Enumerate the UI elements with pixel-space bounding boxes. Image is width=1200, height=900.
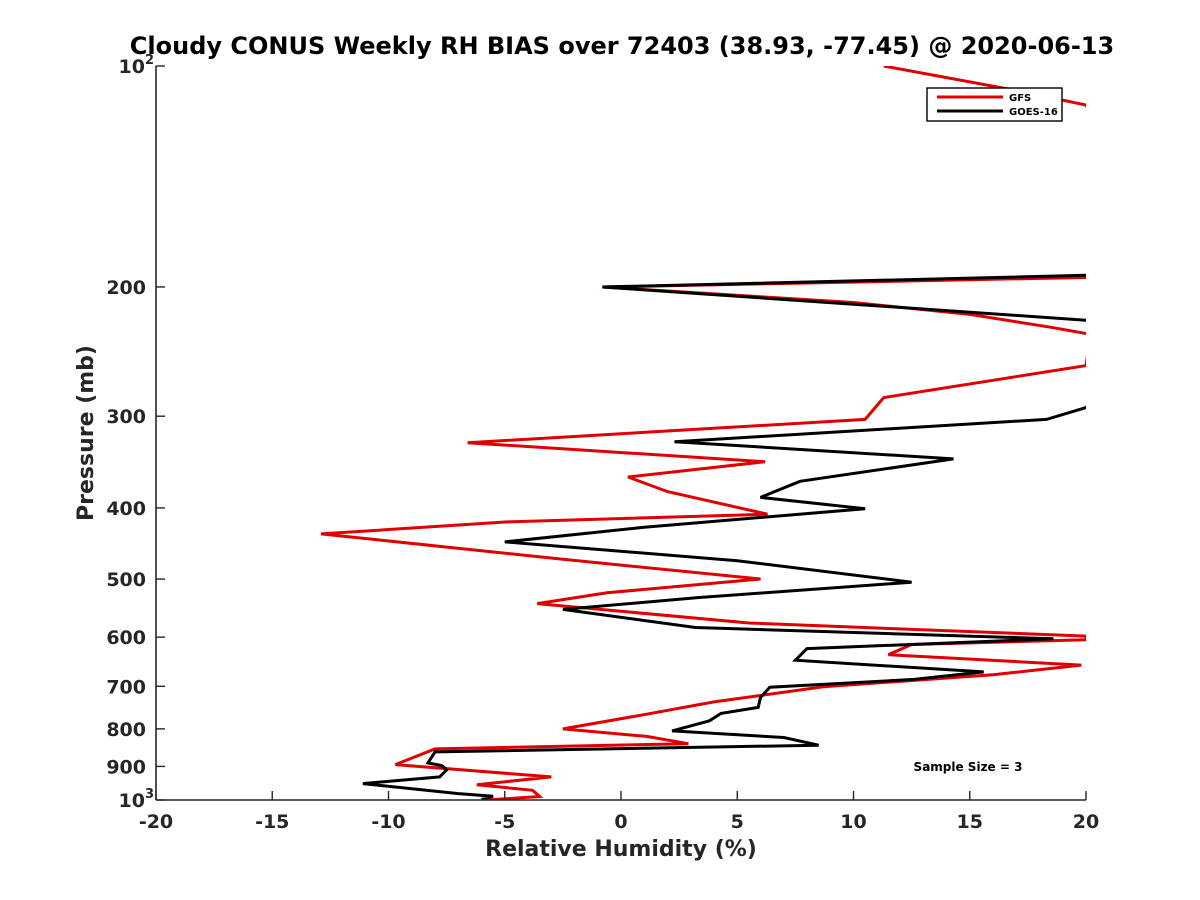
y-tick-label: 103: [119, 787, 155, 812]
y-tick-label: 600: [106, 627, 146, 649]
series-line-gfs: [320, 66, 1086, 800]
x-tick-label: 20: [1073, 811, 1099, 833]
x-tick-label: -5: [494, 811, 515, 833]
x-tick-label: -10: [371, 811, 405, 833]
legend: GFS GOES-16: [926, 87, 1063, 122]
x-tick-label: 5: [731, 811, 744, 833]
y-tick-label: 500: [106, 569, 146, 591]
x-tick-label: -20: [139, 811, 173, 833]
y-tick-label: 900: [106, 756, 146, 778]
x-axis-label: Relative Humidity (%): [485, 837, 757, 862]
x-tick-label: -15: [255, 811, 289, 833]
x-tick-label: 0: [614, 811, 627, 833]
y-axis-label: Pressure (mb): [74, 345, 99, 521]
y-tick-label: 800: [106, 719, 146, 741]
x-tick-label: 15: [957, 811, 983, 833]
sample-size-note: Sample Size = 3: [914, 760, 1023, 774]
series-layer: [320, 66, 1086, 800]
series-line-goes-16: [362, 273, 1086, 800]
legend-label: GFS: [1009, 93, 1031, 104]
y-tick-label: 700: [106, 676, 146, 698]
legend-box: [926, 87, 1063, 122]
axes-layer: -20 -15 -10 -5 0 5 10 15 20 102 200 300 400 500 600 700…: [106, 53, 1099, 833]
chart-title: Cloudy CONUS Weekly RH BIAS over 72403 (…: [130, 32, 1114, 60]
x-tick-label: 10: [840, 811, 866, 833]
y-tick-label: 102: [119, 53, 155, 78]
y-tick-label: 300: [106, 406, 146, 428]
y-tick-label: 200: [106, 277, 146, 299]
legend-label: GOES-16: [1009, 107, 1058, 118]
y-tick-label: 400: [106, 498, 146, 520]
